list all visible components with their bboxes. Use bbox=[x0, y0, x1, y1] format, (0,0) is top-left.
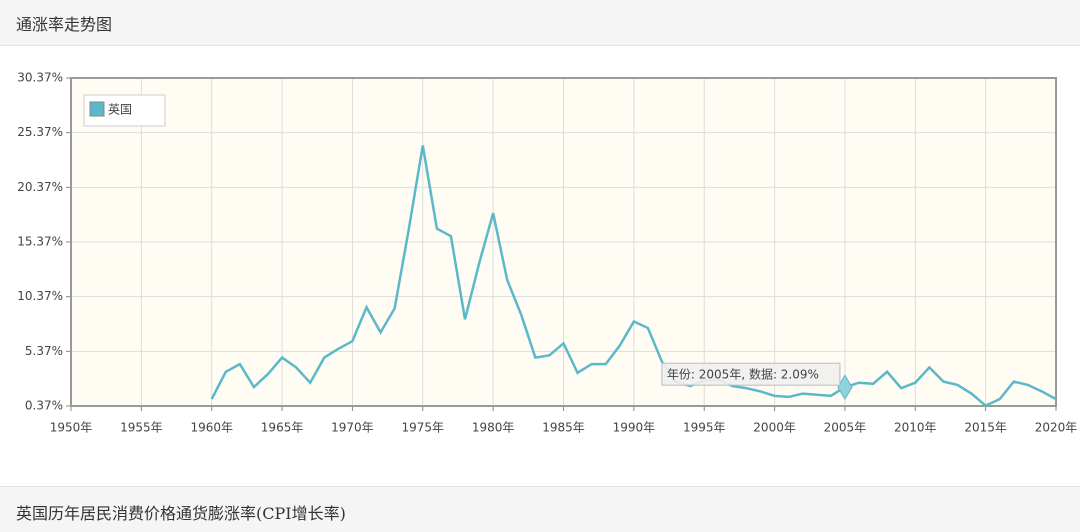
x-tick-label: 1950年 bbox=[50, 421, 93, 435]
x-tick-label: 1990年 bbox=[613, 421, 656, 435]
series-line bbox=[210, 145, 1057, 408]
x-tick-label: 1955年 bbox=[120, 421, 163, 435]
y-tick-label: 5.37% bbox=[25, 344, 63, 358]
legend-label: 英国 bbox=[108, 103, 132, 117]
x-tick-label: 1970年 bbox=[331, 421, 374, 435]
y-tick-label: 20.37% bbox=[17, 180, 63, 194]
tooltip-box bbox=[661, 362, 841, 386]
chart: 0.37% 5.37% 10.37% 15.37% 20.37% 25.37% 30.37%… bbox=[17, 71, 1078, 435]
x-tick-label: 2010年 bbox=[894, 421, 937, 435]
y-tick-label: 15.37% bbox=[17, 235, 63, 249]
x-tick-label: 1980年 bbox=[472, 421, 515, 435]
header-title: 通涨率走势图 bbox=[16, 15, 113, 34]
header-bar: 通涨率走势图 bbox=[0, 0, 1080, 46]
y-tick-label: 25.37% bbox=[17, 125, 63, 139]
x-tick-label: 2000年 bbox=[753, 421, 796, 435]
x-tick-label: 1965年 bbox=[261, 421, 304, 435]
section-bar: 英国历年居民消费价格通货膨涨率(CPI增长率) bbox=[0, 486, 1080, 532]
y-tick-label: 30.37% bbox=[17, 71, 63, 85]
x-tick-label: 2020年 bbox=[1035, 421, 1078, 435]
plot-border bbox=[70, 77, 1057, 407]
legend-swatch bbox=[89, 101, 105, 117]
x-tick-label: 2015年 bbox=[964, 421, 1007, 435]
x-tick-label: 1985年 bbox=[542, 421, 585, 435]
y-tick-label: 10.37% bbox=[17, 289, 63, 303]
x-tick-label: 1995年 bbox=[683, 421, 726, 435]
x-tick-label: 1975年 bbox=[402, 421, 445, 435]
x-tick-label: 1960年 bbox=[190, 421, 233, 435]
x-tick-label: 2005年 bbox=[824, 421, 867, 435]
tooltip-text: 年份: 2005年, 数据: 2.09% bbox=[667, 367, 819, 382]
y-tick-label: 0.37% bbox=[25, 399, 63, 413]
section-title: 英国历年居民消费价格通货膨涨率(CPI增长率) bbox=[16, 504, 346, 523]
